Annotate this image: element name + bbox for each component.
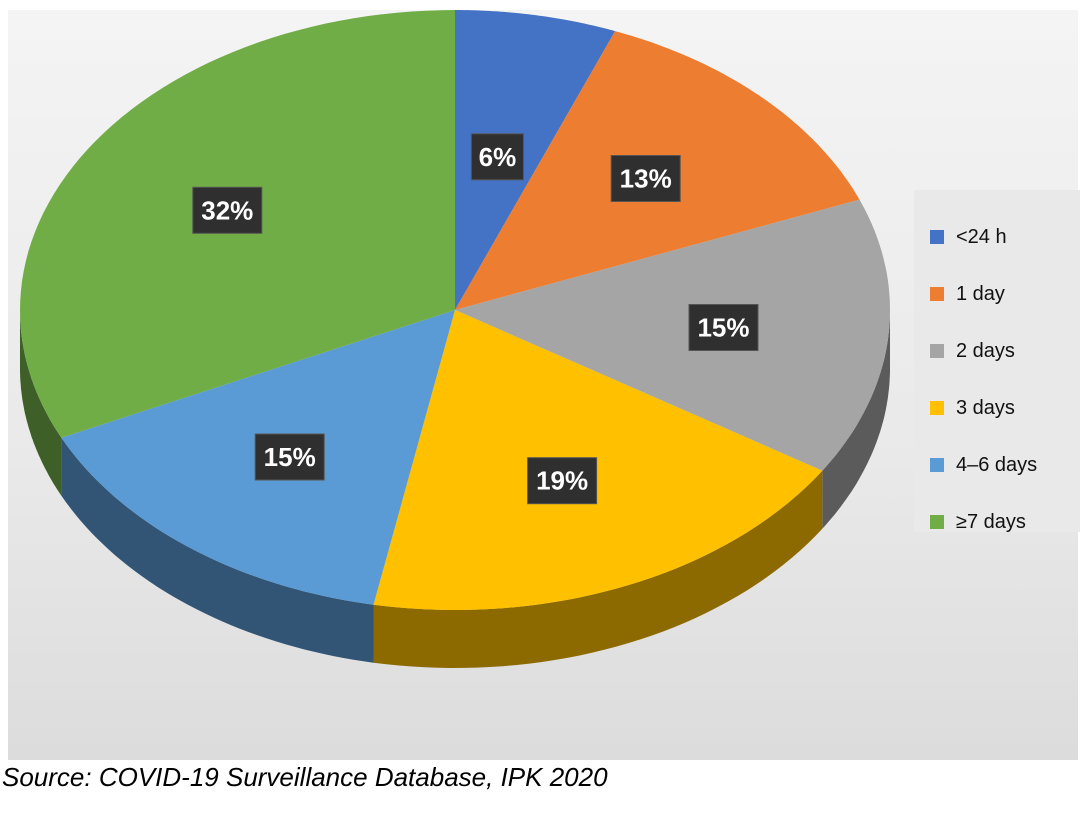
pie-slice-3 — [373, 310, 823, 610]
legend-label: 3 days — [956, 396, 1015, 419]
data-label-1: 13% — [610, 155, 681, 202]
pie-chart: 6% 13% 15% 19% 15% 32% — [20, 10, 890, 668]
pie-slice-2 — [455, 199, 890, 471]
data-label-text: 19% — [536, 466, 588, 496]
legend-swatch — [930, 457, 944, 472]
legend-label: ≥7 days — [956, 510, 1026, 533]
legend-swatch — [930, 343, 944, 358]
data-label-text: 6% — [479, 142, 517, 172]
source-caption: Source: COVID-19 Surveillance Database, … — [2, 762, 608, 792]
legend-label: 1 day — [956, 282, 1005, 305]
data-label-text: 32% — [201, 195, 253, 225]
data-label-box — [610, 155, 681, 202]
legend-label: 2 days — [956, 339, 1015, 362]
legend-item: <24 h — [914, 208, 1080, 265]
legend-item: 4–6 days — [914, 436, 1080, 493]
legend-swatch — [930, 229, 944, 244]
legend-item: 2 days — [914, 322, 1080, 379]
data-label-2: 15% — [688, 304, 759, 351]
data-label-box — [688, 304, 759, 351]
legend-label: <24 h — [956, 225, 1007, 248]
data-label-box — [527, 457, 598, 505]
legend-swatch — [930, 400, 944, 415]
data-label-5: 32% — [192, 186, 263, 234]
pie-data-labels: 6% 13% 15% 19% 15% 32% — [192, 133, 759, 505]
data-label-text: 15% — [264, 442, 316, 472]
chart-area: 6% 13% 15% 19% 15% 32% <24 h 1 day 2 days 3 days… — [8, 10, 1080, 760]
data-label-box — [254, 433, 325, 481]
data-label-box — [192, 186, 263, 234]
pie-slices — [20, 10, 890, 610]
data-label-4: 15% — [254, 433, 325, 481]
pie-side-4 — [61, 437, 374, 663]
pie-sides — [20, 310, 890, 668]
pie-slice-0 — [455, 10, 616, 310]
data-label-3: 19% — [527, 457, 598, 505]
pie-side-5 — [20, 310, 62, 496]
legend-label: 4–6 days — [956, 453, 1038, 476]
pie-side-2 — [822, 310, 890, 529]
pie-side-3 — [373, 470, 823, 668]
data-label-0: 6% — [470, 133, 524, 181]
legend-swatch — [930, 514, 944, 529]
data-label-box — [470, 133, 524, 181]
legend-item: 1 day — [914, 265, 1080, 322]
chart-legend: <24 h 1 day 2 days 3 days 4–6 days ≥7 days — [914, 190, 1080, 532]
legend-swatch — [930, 286, 944, 301]
legend-item: ≥7 days — [914, 493, 1080, 550]
data-label-text: 15% — [697, 313, 749, 343]
legend-item: 3 days — [914, 379, 1080, 436]
data-label-text: 13% — [620, 164, 672, 194]
